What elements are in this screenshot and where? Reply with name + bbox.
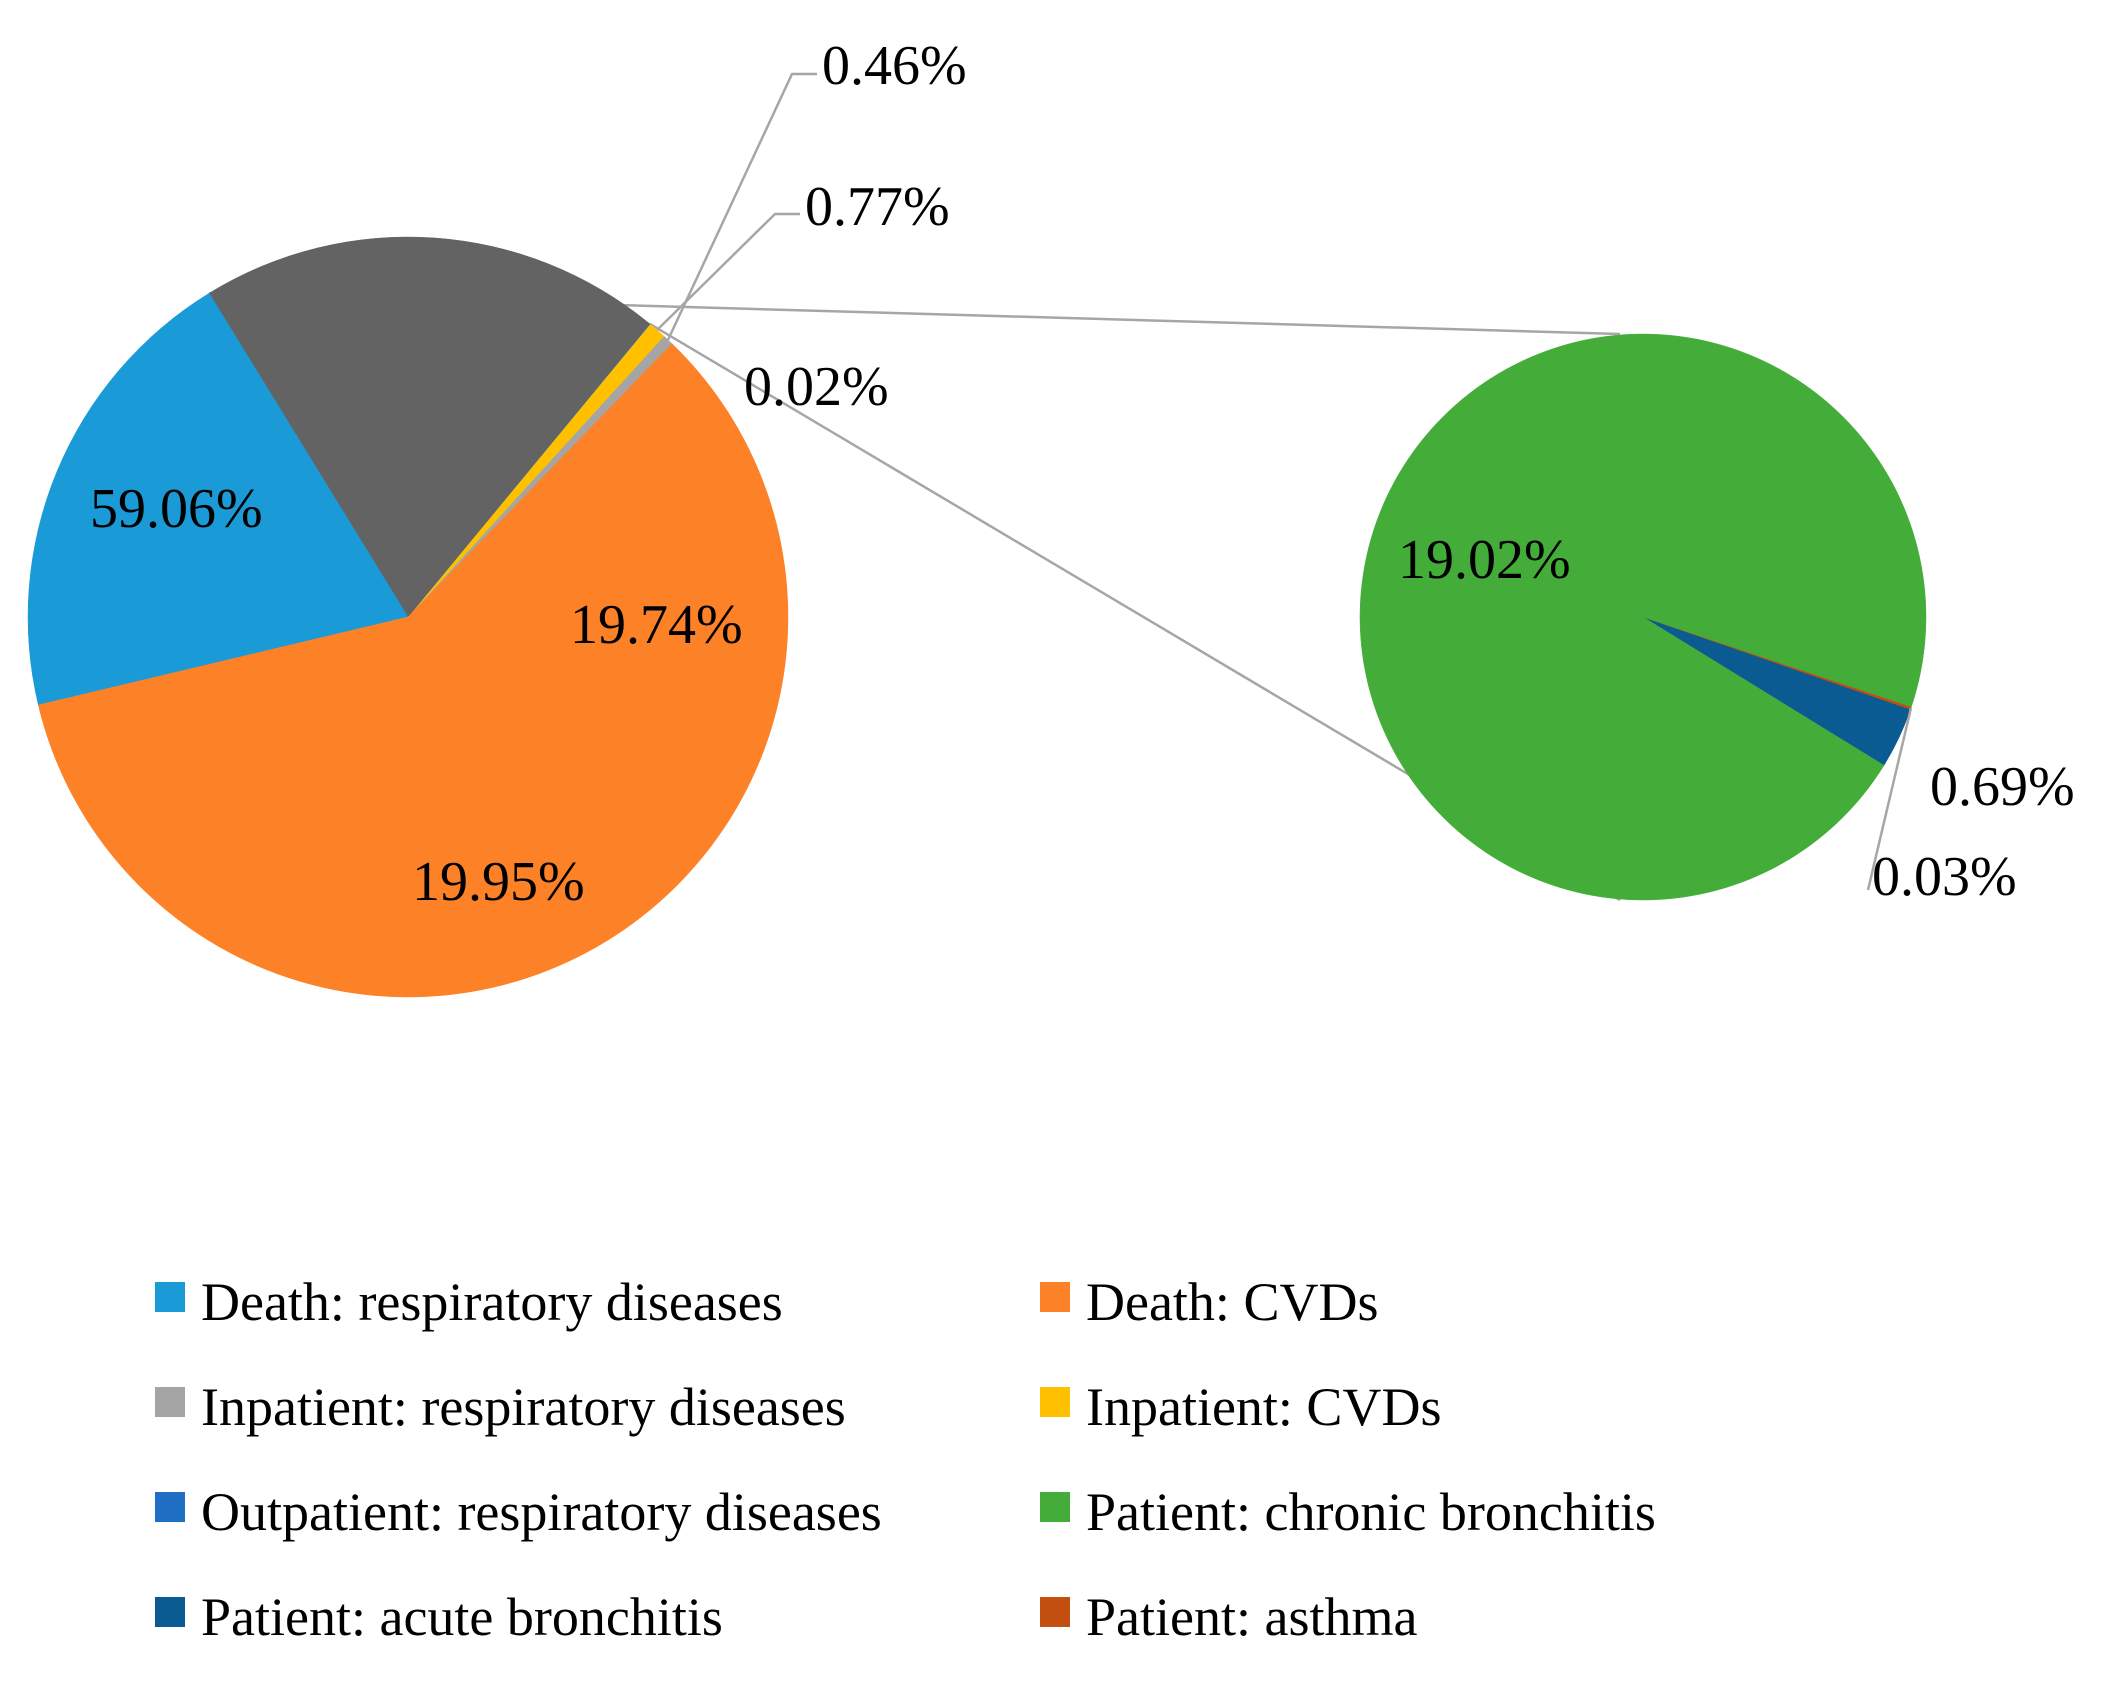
secondary-pie-label-0: 0.69% xyxy=(1930,756,2075,818)
legend-label-0: Death: respiratory diseases xyxy=(201,1272,783,1332)
secondary-pie-leader-1 xyxy=(1866,707,1913,891)
legend-entry-2: Inpatient: respiratory diseases xyxy=(155,1377,846,1437)
legend-entry-5: Patient: chronic bronchitis xyxy=(1040,1482,1656,1542)
legend-label-4: Outpatient: respiratory diseases xyxy=(201,1482,882,1542)
secondary-pie xyxy=(1359,333,1927,901)
legend: Death: respiratory diseases Death: CVDs In… xyxy=(155,1272,1656,1647)
main-pie-label-3: 19.74% xyxy=(570,594,743,656)
secondary-pie-label-1: 0.03% xyxy=(1872,846,2017,908)
main-pie-label-0: 0.46% xyxy=(822,35,967,97)
legend-entry-1: Death: CVDs xyxy=(1040,1272,1378,1332)
main-pie-label-4: 19.95% xyxy=(412,851,585,913)
legend-label-5: Patient: chronic bronchitis xyxy=(1086,1482,1656,1542)
legend-label-7: Patient: asthma xyxy=(1086,1587,1417,1647)
legend-entry-7: Patient: asthma xyxy=(1040,1587,1417,1647)
secondary-pie-slice-2 xyxy=(1359,333,1927,901)
legend-swatch-3 xyxy=(1040,1387,1070,1417)
main-pie-leader-1 xyxy=(656,212,800,331)
main-pie-slice-5 xyxy=(38,343,789,998)
legend-entry-0: Death: respiratory diseases xyxy=(155,1272,783,1332)
secondary-pie-label-2: 19.02% xyxy=(1398,529,1571,591)
main-pie-label-5: 59.06% xyxy=(90,478,263,540)
legend-label-3: Inpatient: CVDs xyxy=(1086,1377,1441,1437)
legend-entry-3: Inpatient: CVDs xyxy=(1040,1377,1441,1437)
label-leader-lines xyxy=(656,72,1913,891)
legend-label-1: Death: CVDs xyxy=(1086,1272,1378,1332)
main-pie-slice-4 xyxy=(27,292,409,706)
legend-swatch-5 xyxy=(1040,1492,1070,1522)
main-pie xyxy=(27,236,789,998)
legend-swatch-4 xyxy=(155,1492,185,1522)
legend-entry-4: Outpatient: respiratory diseases xyxy=(155,1482,882,1542)
main-pie-slice-3 xyxy=(208,236,651,618)
legend-swatch-0 xyxy=(155,1282,185,1312)
legend-swatch-1 xyxy=(1040,1282,1070,1312)
legend-swatch-6 xyxy=(155,1597,185,1627)
legend-label-2: Inpatient: respiratory diseases xyxy=(201,1377,846,1437)
legend-label-6: Patient: acute bronchitis xyxy=(201,1587,723,1647)
main-pie-label-1: 0.77% xyxy=(805,176,950,238)
legend-entry-6: Patient: acute bronchitis xyxy=(155,1587,723,1647)
slice-labels: 0.46% 0.77% 0.02% 19.74% 19.95% 59.06% 0.69% 0.… xyxy=(90,35,2075,913)
legend-swatch-7 xyxy=(1040,1597,1070,1627)
legend-swatch-2 xyxy=(155,1387,185,1417)
main-pie-leader-0 xyxy=(666,72,817,341)
main-pie-label-2: 0.02% xyxy=(744,356,889,418)
